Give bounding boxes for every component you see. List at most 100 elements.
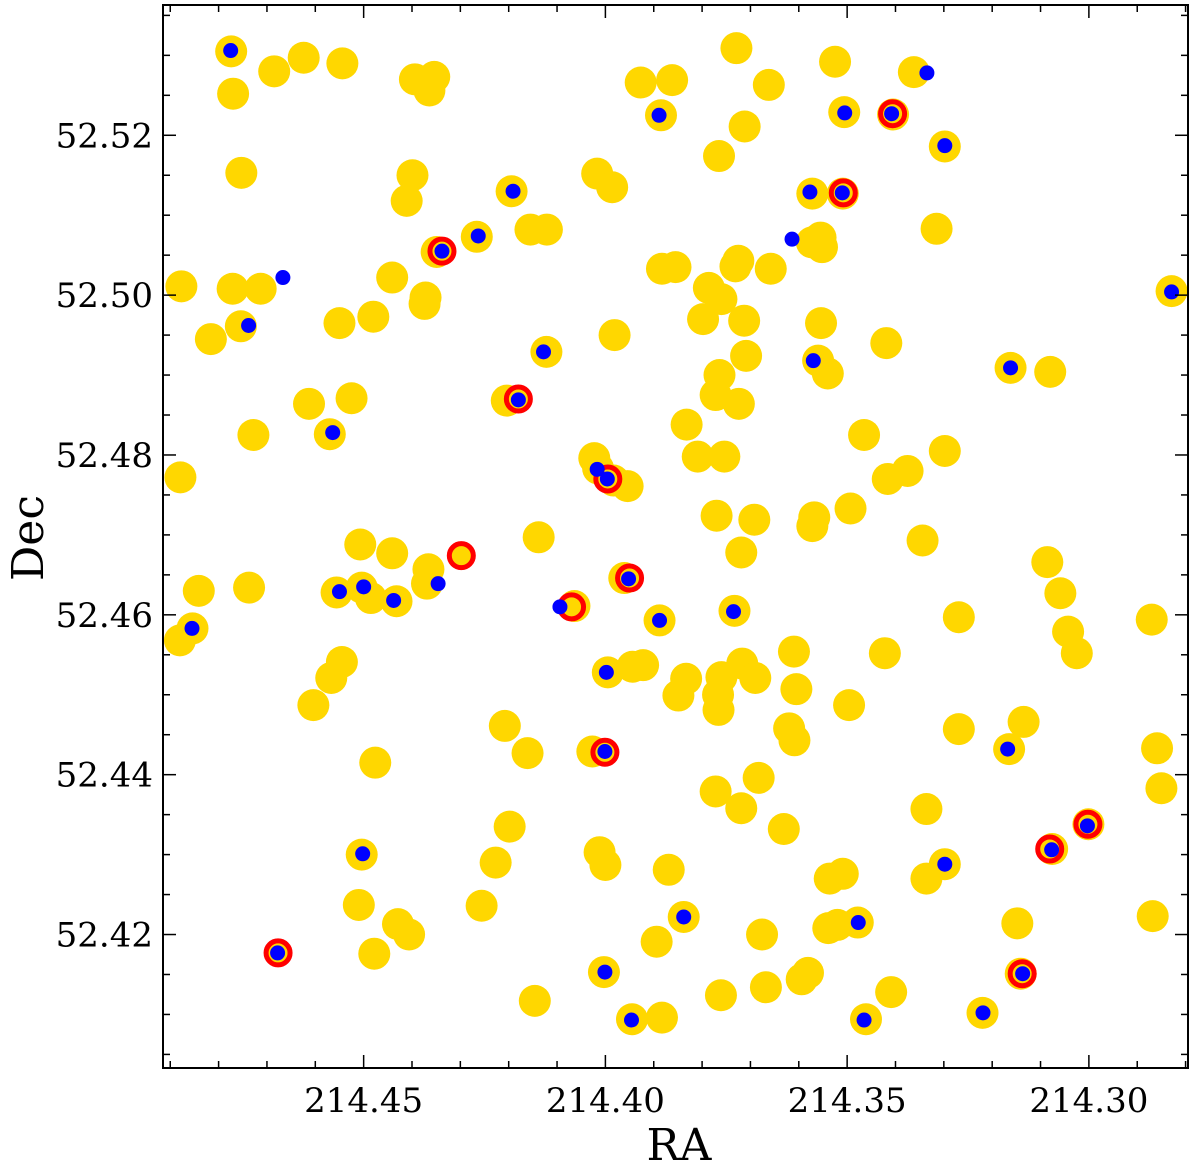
yellow-point [293,387,326,420]
y-tick-label: 52.52 [56,116,153,156]
yellow-point [725,536,758,569]
yellow-point [596,171,629,204]
yellow-point [928,434,961,467]
yellow-point [785,963,818,996]
yellow-point [906,524,939,557]
yellow-point [742,761,775,794]
yellow-point [244,272,277,305]
blue-point [884,106,900,122]
yellow-point [358,937,391,970]
yellow-point [752,68,785,101]
blue-point [430,576,446,592]
yellow-point [315,661,348,694]
yellow-point [1141,732,1174,765]
blue-point [837,105,853,121]
blue-point [1000,741,1016,757]
blue-point [676,909,692,925]
x-tick-label: 214.30 [1029,1081,1148,1121]
blue-point [802,184,818,200]
blue-point [1044,842,1060,858]
yellow-point [530,213,563,246]
y-tick-label: 52.48 [56,436,153,476]
yellow-point [681,440,714,473]
blue-point [589,461,605,477]
yellow-point [1060,637,1093,670]
yellow-point [739,661,772,694]
yellow-point [335,382,368,415]
yellow-point [376,261,409,294]
y-axis-label: Dec [3,495,54,581]
yellow-point [811,357,844,390]
blue-point [505,183,521,199]
yellow-point [164,461,197,494]
yellow-point [870,327,903,360]
yellow-point [1135,603,1168,636]
yellow-point [344,528,377,561]
blue-point [726,604,742,620]
blue-point [937,856,953,872]
yellow-point [589,848,622,881]
yellow-point [488,709,521,742]
yellow-point [216,272,249,305]
yellow-point [805,307,838,340]
yellow-point [670,408,703,441]
yellow-point [700,499,733,532]
yellow-point [722,387,755,420]
yellow-point [777,635,810,668]
x-axis-label: RA [647,1120,713,1171]
yellow-point [767,813,800,846]
yellow-point [662,679,695,712]
blue-point [325,425,341,441]
yellow-point [656,64,689,97]
yellow-point [891,454,924,487]
yellow-point [1145,772,1178,805]
x-tick-label: 214.40 [546,1081,665,1121]
yellow-point [357,300,390,333]
blue-point [184,620,200,636]
blue-point [470,228,486,244]
yellow-point [920,212,953,245]
blue-point [241,317,257,333]
y-tick-label: 52.46 [56,596,153,636]
yellow-point [393,918,426,951]
yellow-point [897,56,930,89]
yellow-point [518,984,551,1017]
yellow-point [165,270,198,303]
yellow-point [359,746,392,779]
blue-point [805,353,821,369]
yellow-point [819,45,852,78]
yellow-point [511,737,544,770]
blue-point [386,592,402,608]
blue-point [975,1005,991,1021]
blue-point [1003,360,1019,376]
yellow-point [778,724,811,757]
yellow-point [833,689,866,722]
yellow-point [780,673,813,706]
yellow-point [408,287,441,320]
blue-point [552,599,568,615]
yellow-point [1007,705,1040,738]
blue-point [275,270,291,286]
yellow-point [410,567,443,600]
yellow-point [627,649,660,682]
yellow-point [699,775,732,808]
yellow-point [659,251,692,284]
blue-point [624,1012,640,1028]
yellow-point [826,857,859,890]
blue-point [1164,284,1180,300]
yellow-point [812,912,845,945]
yellow-point [258,55,291,88]
yellow-point [237,418,270,451]
yellow-point [225,156,258,189]
blue-point [1015,966,1031,982]
yellow-point [703,140,736,173]
x-tick-label: 214.35 [788,1081,907,1121]
yellow-point [413,74,446,107]
blue-point [510,392,526,408]
yellow-point [297,689,330,722]
yellow-point [640,925,673,958]
blue-point [536,344,552,360]
yellow-point [1044,577,1077,610]
yellow-point [652,853,685,886]
